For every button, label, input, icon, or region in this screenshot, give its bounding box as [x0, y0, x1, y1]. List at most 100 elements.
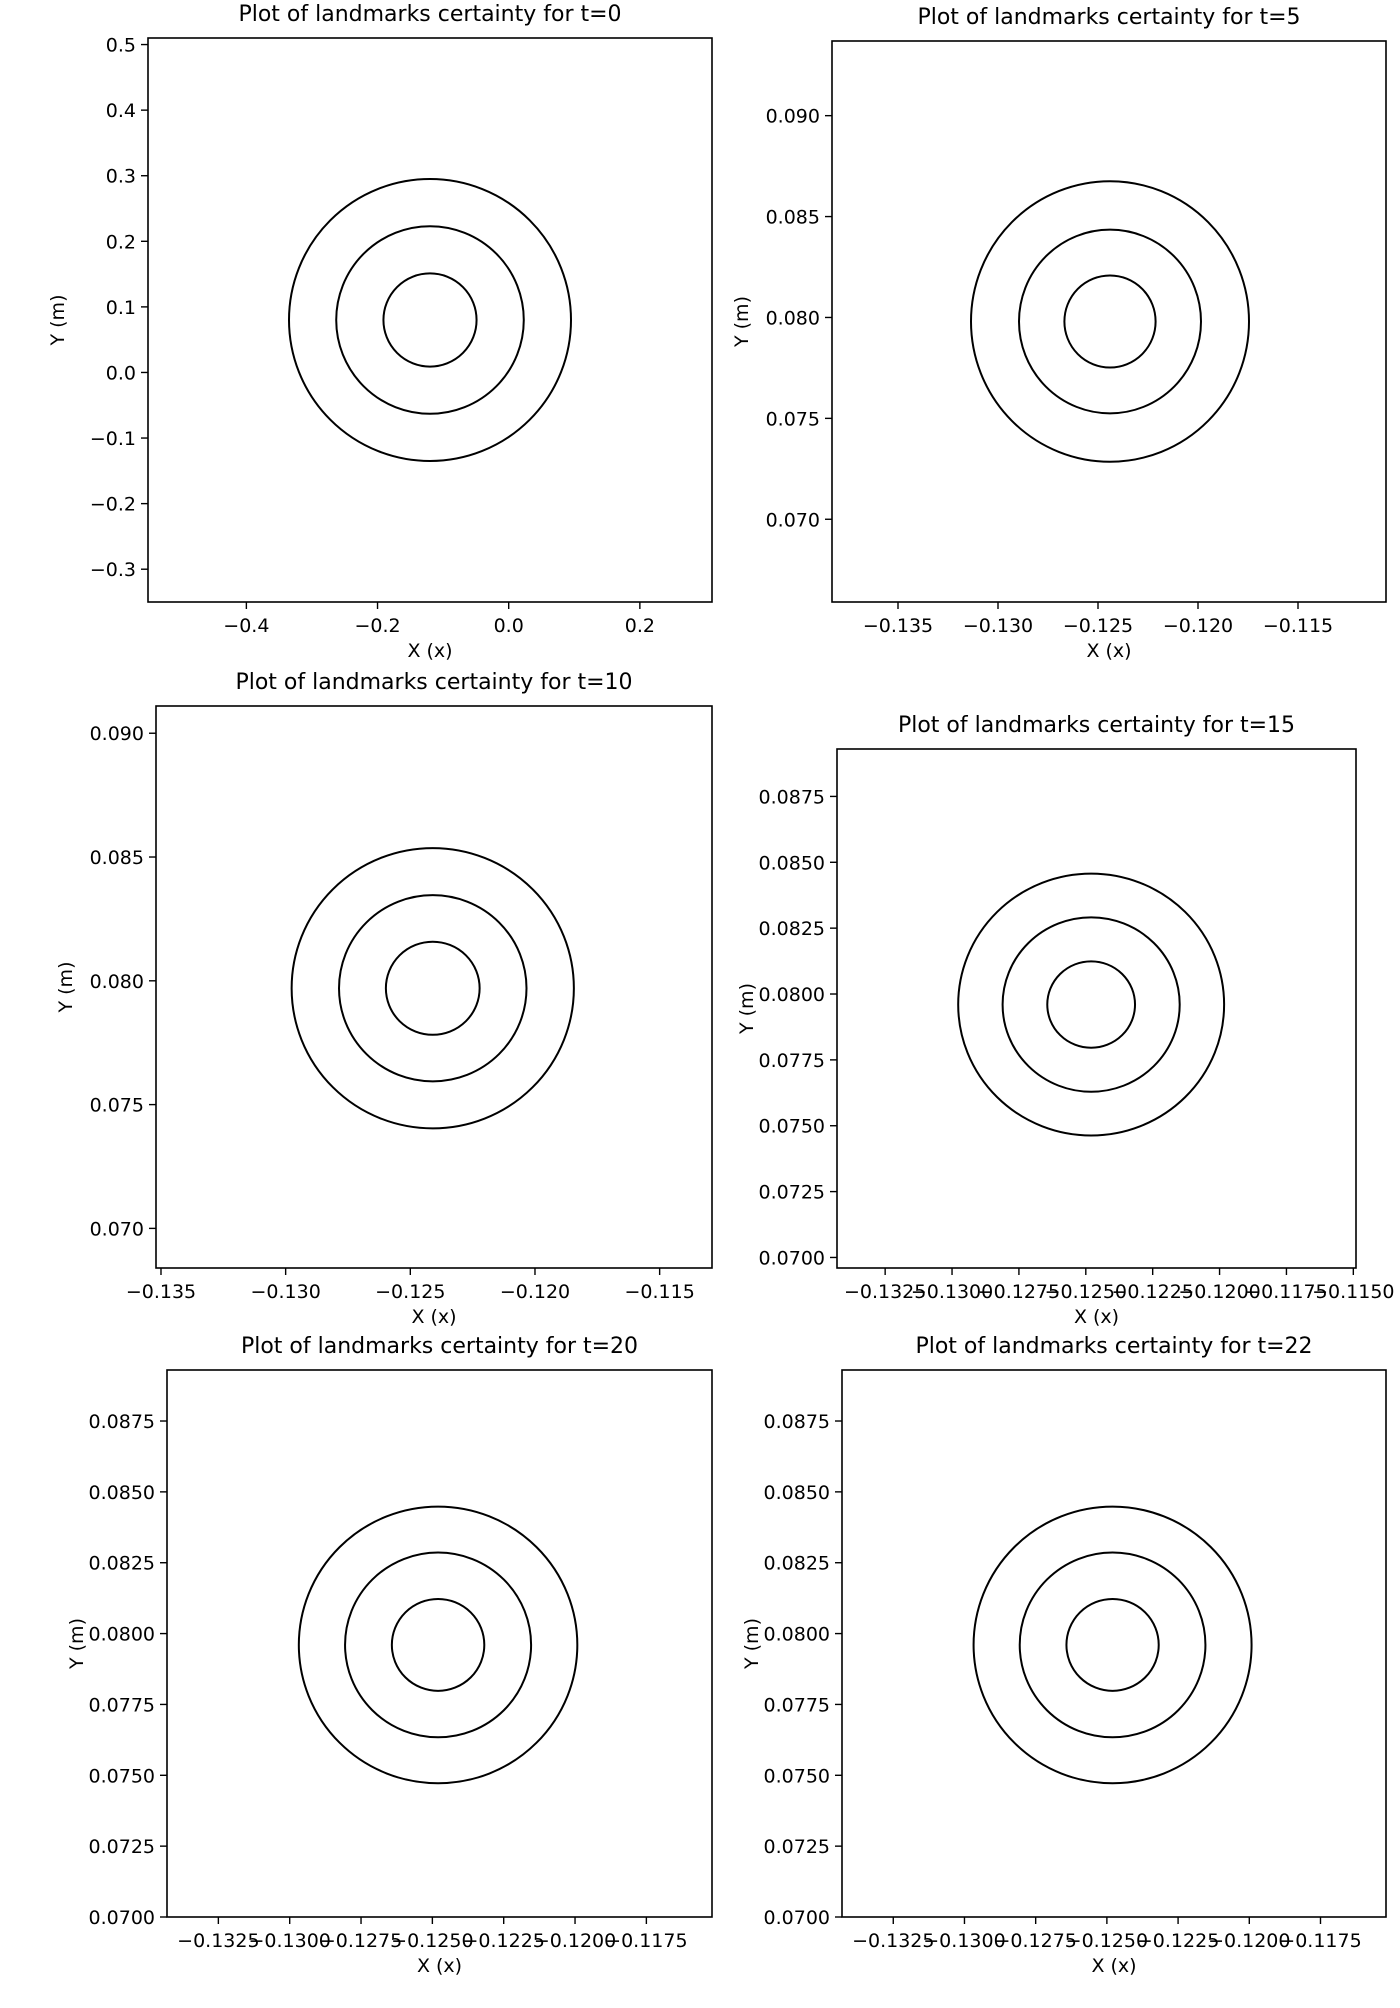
contour-group	[970, 180, 1250, 463]
y-tick-label: 0.0850	[759, 852, 825, 874]
contour-ring-3	[288, 178, 572, 462]
contour-ring-1	[1065, 1598, 1160, 1692]
x-axis-label: X (x)	[1086, 640, 1131, 662]
x-tick-label: −0.1275	[994, 1930, 1076, 1952]
y-tick-label: 0.0700	[89, 1907, 155, 1929]
contour-ring-3	[970, 180, 1250, 463]
subplot-title: Plot of landmarks certainty for t=20	[241, 1334, 638, 1359]
contour-ring-3	[297, 1505, 579, 1785]
y-tick-label: 0.0725	[759, 1182, 825, 1204]
x-tick-label: −0.2	[354, 615, 400, 637]
subplot-title: Plot of landmarks certainty for t=5	[917, 5, 1300, 30]
y-axis-label: Y (m)	[66, 1618, 88, 1670]
subplot-title: Plot of landmarks certainty for t=22	[915, 1334, 1312, 1359]
contour-ring-2	[338, 894, 528, 1083]
axes-frame	[841, 1369, 1387, 1918]
y-tick-label: 0.0725	[764, 1836, 830, 1858]
x-tick-label: −0.1325	[852, 1930, 934, 1952]
x-tick-label: −0.1200	[534, 1930, 616, 1952]
x-tick-label: −0.1250	[391, 1930, 473, 1952]
axes-frame	[147, 37, 713, 603]
x-tick-label: −0.1225	[1111, 1281, 1193, 1303]
y-tick-label: 0.5	[106, 35, 136, 57]
y-tick-label: 0.0800	[764, 1624, 830, 1646]
x-tick-label: −0.1175	[1279, 1930, 1361, 1952]
y-tick-label: 0.0750	[759, 1116, 825, 1138]
x-tick-label: −0.1225	[462, 1930, 544, 1952]
axes-frame	[155, 705, 713, 1269]
x-tick-label: −0.1250	[1045, 1281, 1127, 1303]
contour-group	[972, 1505, 1253, 1785]
contour-ring-1	[390, 1598, 486, 1692]
x-tick-label: −0.130	[963, 615, 1033, 637]
x-tick-label: −0.130	[250, 1281, 320, 1303]
y-tick-label: 0.4	[106, 100, 136, 122]
x-tick-label: −0.1225	[1137, 1930, 1219, 1952]
y-tick-label: 0.080	[766, 307, 820, 329]
x-tick-label: −0.120	[500, 1281, 570, 1303]
x-tick-label: −0.1300	[911, 1281, 993, 1303]
y-tick-label: 0.2	[106, 231, 136, 253]
y-tick-label: 0.0800	[759, 984, 825, 1006]
x-tick-label: −0.1150	[1312, 1281, 1394, 1303]
contour-group	[290, 847, 575, 1130]
y-tick-label: 0.0700	[759, 1247, 825, 1269]
y-tick-label: 0.085	[766, 207, 820, 229]
x-tick-label: −0.1300	[248, 1930, 330, 1952]
x-tick-label: 0.2	[625, 615, 655, 637]
y-axis-label: Y (m)	[736, 983, 758, 1035]
subplot-3: −0.1325−0.1300−0.1275−0.1250−0.1225−0.12…	[736, 713, 1395, 1328]
y-tick-label: 0.0	[106, 362, 136, 384]
contour-ring-1	[382, 272, 478, 368]
x-tick-label: −0.135	[126, 1281, 196, 1303]
y-tick-label: 0.0850	[764, 1482, 830, 1504]
contour-ring-2	[1018, 1551, 1207, 1739]
y-tick-label: 0.0875	[89, 1411, 155, 1433]
y-tick-label: 0.0825	[89, 1553, 155, 1575]
x-axis-label: X (x)	[411, 1306, 456, 1328]
y-tick-label: 0.085	[90, 847, 144, 869]
contour-group	[957, 872, 1226, 1137]
contour-ring-2	[344, 1551, 533, 1739]
x-tick-label: −0.1275	[978, 1281, 1060, 1303]
y-axis-label: Y (m)	[47, 295, 69, 347]
y-tick-label: 0.3	[106, 166, 136, 188]
contour-ring-1	[1063, 274, 1157, 369]
y-tick-label: 0.0800	[89, 1624, 155, 1646]
x-tick-label: 0.0	[494, 615, 524, 637]
y-tick-label: 0.0825	[759, 918, 825, 940]
x-axis-label: X (x)	[407, 640, 452, 662]
x-axis-label: X (x)	[417, 1955, 462, 1977]
y-tick-label: 0.0825	[764, 1553, 830, 1575]
x-tick-label: −0.1175	[1245, 1281, 1327, 1303]
x-tick-label: −0.1325	[844, 1281, 926, 1303]
y-tick-label: 0.070	[90, 1218, 144, 1240]
y-tick-label: 0.075	[766, 408, 820, 430]
contour-ring-2	[335, 225, 525, 415]
y-axis-label: Y (m)	[55, 962, 77, 1014]
contour-ring-1	[1046, 960, 1137, 1049]
y-tick-label: 0.090	[766, 106, 820, 128]
x-tick-label: −0.1200	[1178, 1281, 1260, 1303]
y-tick-label: −0.1	[90, 428, 136, 450]
x-tick-label: −0.1275	[320, 1930, 402, 1952]
y-tick-label: 0.075	[90, 1095, 144, 1117]
y-tick-label: −0.2	[90, 494, 136, 516]
contour-ring-2	[1001, 916, 1181, 1093]
y-tick-label: −0.3	[90, 559, 136, 581]
y-tick-label: 0.0775	[89, 1694, 155, 1716]
x-tick-label: −0.115	[624, 1281, 694, 1303]
y-tick-label: 0.070	[766, 509, 820, 531]
contour-ring-3	[290, 847, 575, 1130]
contour-ring-3	[957, 872, 1226, 1137]
x-tick-label: −0.1325	[177, 1930, 259, 1952]
subplot-4: −0.1325−0.1300−0.1275−0.1250−0.1225−0.12…	[66, 1334, 713, 1977]
y-tick-label: 0.080	[90, 971, 144, 993]
y-axis-label: Y (m)	[741, 1618, 763, 1670]
y-tick-label: 0.0700	[764, 1907, 830, 1929]
x-tick-label: −0.120	[1163, 615, 1233, 637]
x-tick-label: −0.4	[223, 615, 269, 637]
x-tick-label: −0.1300	[923, 1930, 1005, 1952]
x-tick-label: −0.1200	[1208, 1930, 1290, 1952]
x-tick-label: −0.135	[863, 615, 933, 637]
